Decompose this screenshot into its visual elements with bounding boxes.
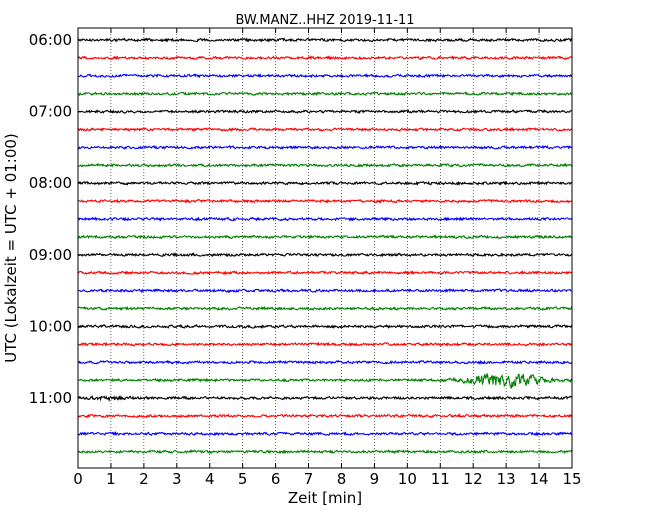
trace-line [77,109,573,115]
y-tick-label: 08:00 [29,174,72,192]
trace-line [77,37,573,43]
trace-line [77,144,573,150]
seismogram-traces [77,37,573,455]
chart-title: BW.MANZ..HHZ 2019-11-11 [235,13,414,28]
x-tick-label: 6 [271,470,281,488]
grid-lines [110,28,540,468]
trace-line [78,216,573,222]
plot-frame [77,27,573,469]
trace-line [77,162,573,168]
x-tick-label: 1 [106,470,116,488]
x-tick-label: 0 [73,470,83,488]
x-tick-label: 5 [238,470,248,488]
x-tick-label: 2 [139,470,149,488]
x-tick-label: 3 [172,470,182,488]
y-axis-ticks: 06:00 07:00 08:00 09:00 10:00 11:00 [29,31,83,407]
x-tick-label: 8 [337,470,347,488]
y-tick-label: 07:00 [29,103,72,121]
trace-line [77,373,573,389]
trace-line [77,55,573,61]
trace-line [77,323,573,329]
x-tick-label: 10 [398,470,417,488]
trace-line [77,252,572,258]
y-tick-label: 06:00 [29,31,72,49]
trace-line [78,449,573,455]
x-tick-label: 13 [497,470,516,488]
trace-line [77,91,573,97]
trace-line [77,180,573,186]
x-tick-label: 7 [304,470,314,488]
trace-line [77,341,573,347]
y-axis-label: UTC (Lokalzeit = UTC + 01:00) [2,133,20,363]
x-tick-label: 12 [464,470,483,488]
trace-line [77,288,572,294]
trace-line [77,359,573,365]
y-tick-label: 10:00 [29,317,72,335]
trace-line [77,198,573,204]
x-tick-label: 11 [431,470,450,488]
trace-line [77,234,573,240]
x-tick-label: 9 [370,470,380,488]
x-tick-label: 4 [205,470,215,488]
trace-line [77,126,573,132]
trace-line [77,305,573,312]
x-axis-ticks: 0 1 2 3 4 5 6 7 8 9 10 11 12 13 14 15 [73,28,582,488]
y-tick-label: 09:00 [29,246,72,264]
trace-line [77,413,573,419]
trace-line [77,269,572,276]
trace-line [77,73,573,79]
trace-line [77,394,573,403]
x-tick-label: 14 [530,470,549,488]
trace-line [77,430,573,437]
y-tick-label: 11:00 [29,389,72,407]
x-tick-label: 15 [562,470,581,488]
x-axis-label: Zeit [min] [288,489,362,507]
